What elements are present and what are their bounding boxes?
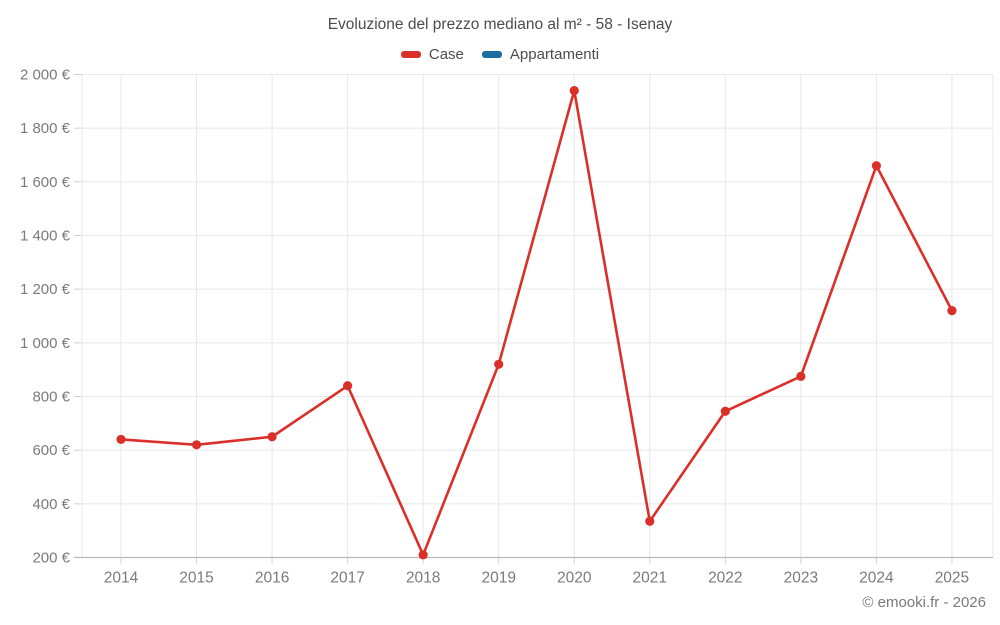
y-axis-label: 1 200 € xyxy=(20,281,71,298)
data-point-case xyxy=(871,161,882,171)
legend-item-label: Case xyxy=(428,46,464,63)
x-axis-label: 2019 xyxy=(481,570,515,587)
x-axis-label: 2024 xyxy=(859,570,894,587)
y-axis-label: 2 000 € xyxy=(20,67,71,84)
chart-legend: Case Appartamenti xyxy=(0,46,1000,63)
data-point-case xyxy=(418,550,428,560)
x-axis-label: 2022 xyxy=(708,570,742,587)
y-axis-label: 1 800 € xyxy=(20,120,71,137)
appartamenti-series-swatch-icon xyxy=(481,51,502,58)
y-axis-label: 200 € xyxy=(32,550,70,567)
data-point-case xyxy=(494,359,504,369)
y-axis-label: 1 000 € xyxy=(20,335,71,352)
legend-item-case[interactable]: Case xyxy=(400,46,464,63)
data-point-case xyxy=(796,371,806,381)
case-series-swatch-icon xyxy=(400,51,421,58)
series-line-case xyxy=(119,89,954,557)
data-point-case xyxy=(343,381,353,391)
legend-item-label: Appartamenti xyxy=(509,46,600,63)
y-axis-label: 600 € xyxy=(32,442,70,459)
data-point-case xyxy=(720,406,730,416)
legend-item-appartamenti[interactable]: Appartamenti xyxy=(481,46,600,63)
y-axis-label: 800 € xyxy=(32,389,70,406)
x-axis-label: 2025 xyxy=(935,570,969,587)
y-axis-label: 1 600 € xyxy=(20,174,71,191)
data-point-case xyxy=(191,440,202,450)
data-point-case xyxy=(947,306,957,316)
y-axis-label: 400 € xyxy=(32,496,70,513)
x-axis-label: 2021 xyxy=(633,570,667,587)
x-axis-label: 2020 xyxy=(557,570,592,587)
x-axis-label: 2018 xyxy=(406,570,440,587)
x-axis-label: 2016 xyxy=(255,570,289,587)
data-point-case xyxy=(645,516,655,526)
x-axis-label: 2014 xyxy=(104,570,139,587)
data-point-case xyxy=(116,434,126,445)
data-point-case xyxy=(569,86,579,96)
data-point-case xyxy=(267,432,277,442)
x-axis-label: 2023 xyxy=(784,570,818,587)
y-axis-label: 1 400 € xyxy=(20,228,71,245)
x-axis-label: 2015 xyxy=(179,570,213,587)
footer-credit: © emooki.fr - 2026 xyxy=(862,594,986,611)
chart-title: Evoluzione del prezzo mediano al m² - 58… xyxy=(327,16,673,33)
x-axis-label: 2017 xyxy=(330,570,364,587)
